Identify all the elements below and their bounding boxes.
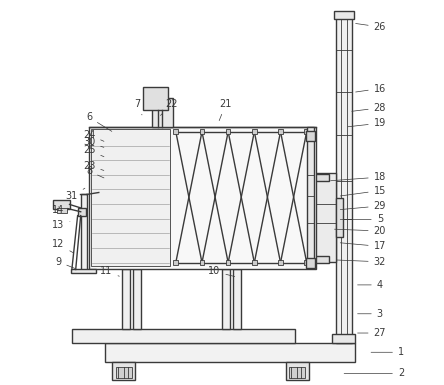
Bar: [152, 98, 173, 127]
Text: 26: 26: [356, 22, 386, 32]
Bar: [143, 87, 168, 110]
Text: 6: 6: [86, 112, 112, 131]
Bar: [81, 194, 87, 270]
Text: 20: 20: [334, 226, 386, 236]
Bar: [53, 200, 70, 209]
Bar: [289, 367, 305, 378]
Text: 15: 15: [340, 186, 386, 196]
Text: 19: 19: [348, 118, 386, 128]
Text: 29: 29: [340, 201, 386, 211]
Text: 5: 5: [340, 214, 383, 224]
Bar: [200, 260, 204, 265]
Bar: [200, 129, 204, 134]
Text: 25: 25: [83, 145, 104, 157]
Bar: [278, 129, 283, 134]
Bar: [226, 129, 230, 134]
Bar: [72, 329, 295, 343]
Text: 13: 13: [52, 220, 70, 230]
Text: 23: 23: [83, 161, 104, 171]
Text: 24: 24: [83, 130, 104, 141]
Bar: [222, 269, 230, 329]
Text: 3: 3: [357, 309, 383, 319]
Bar: [122, 269, 131, 329]
Bar: [336, 14, 352, 343]
Text: 27: 27: [357, 328, 386, 338]
Bar: [285, 362, 309, 380]
Bar: [332, 334, 355, 343]
Bar: [91, 129, 170, 266]
Text: 12: 12: [52, 239, 73, 253]
Bar: [78, 208, 86, 216]
Text: 31: 31: [66, 188, 85, 201]
Text: 4: 4: [357, 280, 383, 290]
Text: 10: 10: [208, 266, 235, 276]
Bar: [57, 208, 67, 213]
Bar: [313, 256, 329, 263]
Text: 16: 16: [356, 84, 386, 94]
Bar: [307, 127, 314, 266]
Bar: [105, 343, 355, 362]
Bar: [112, 362, 135, 380]
Bar: [306, 131, 315, 141]
Bar: [313, 173, 336, 262]
Text: 7: 7: [134, 99, 142, 115]
Bar: [233, 269, 241, 329]
Bar: [333, 11, 354, 19]
Text: 30: 30: [83, 137, 104, 147]
Text: 9: 9: [56, 257, 75, 268]
Text: 8: 8: [86, 166, 104, 178]
Bar: [133, 269, 141, 329]
Text: 14: 14: [52, 205, 64, 215]
Bar: [305, 260, 309, 265]
Bar: [71, 269, 96, 273]
Bar: [89, 127, 316, 269]
Bar: [252, 260, 257, 265]
Text: 11: 11: [100, 266, 119, 276]
Bar: [174, 260, 178, 265]
Text: 17: 17: [340, 241, 386, 251]
Text: 1: 1: [371, 347, 404, 357]
Bar: [252, 129, 257, 134]
Text: 32: 32: [337, 257, 386, 267]
Text: 18: 18: [331, 172, 386, 182]
Bar: [278, 260, 283, 265]
Bar: [116, 367, 131, 378]
Bar: [226, 260, 230, 265]
Text: 22: 22: [160, 99, 178, 116]
Bar: [306, 258, 315, 268]
Bar: [305, 129, 309, 134]
Text: 21: 21: [219, 99, 232, 121]
Bar: [336, 198, 343, 237]
Text: 2: 2: [344, 368, 404, 378]
Bar: [313, 174, 329, 181]
Bar: [174, 129, 178, 134]
Text: 28: 28: [352, 103, 386, 113]
